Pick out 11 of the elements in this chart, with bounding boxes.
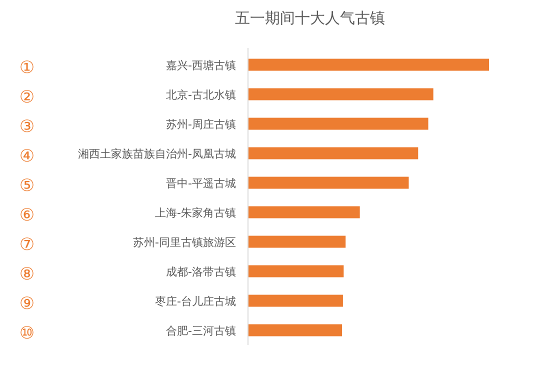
annotation: ⑥: [19, 205, 35, 226]
annotation: ②: [19, 87, 35, 108]
annotation: ⑦: [19, 234, 35, 255]
annotation: ③: [19, 116, 35, 137]
annotation: ①: [19, 58, 35, 78]
title: 五一期间十大人气古镇: [235, 9, 385, 27]
annotation: ⑤: [19, 176, 35, 196]
annotation: ⑧: [19, 264, 35, 284]
annotation: ⑩: [19, 323, 35, 344]
annotation: ④: [19, 146, 35, 166]
annotation: ⑨: [19, 294, 35, 314]
